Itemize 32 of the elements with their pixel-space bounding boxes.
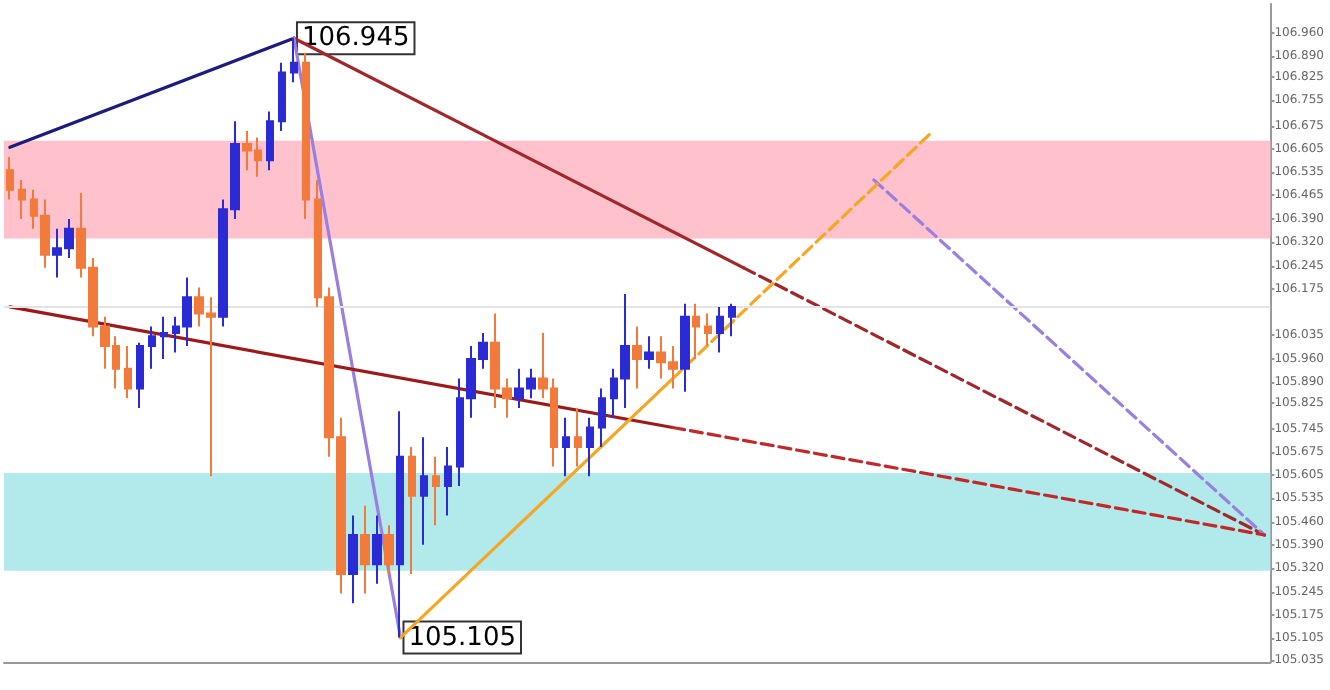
candlestick: [160, 315, 168, 361]
candlestick: [396, 410, 404, 639]
candlestick: [562, 416, 570, 478]
candlestick: [420, 436, 428, 546]
annotation: 105.105: [408, 622, 517, 653]
candlestick: [574, 406, 582, 468]
candlestick: [348, 514, 358, 605]
candlestick: [716, 305, 724, 354]
candlestick: [278, 61, 286, 133]
candlestick: [360, 504, 370, 595]
candlestick: [598, 387, 606, 449]
candlestick: [432, 455, 440, 527]
candlestick: [18, 178, 26, 220]
candlestick: [644, 335, 654, 370]
candlestick: [266, 110, 274, 172]
candlestick: [6, 156, 14, 201]
candlestick: [632, 325, 642, 390]
candlestick: [124, 345, 132, 400]
candlestick: [444, 446, 452, 517]
candlestick: [692, 302, 700, 361]
candlestick: [290, 37, 298, 84]
candlestick: [136, 341, 144, 409]
candlestick: [704, 312, 712, 348]
candlestick: [302, 51, 310, 220]
annotation: 106.945: [301, 23, 410, 54]
candlestick: [728, 302, 736, 338]
candlestick: [680, 302, 690, 393]
candlestick: [408, 446, 416, 576]
candlestick: [372, 514, 382, 585]
candlestick: [148, 325, 156, 370]
candlestick: [586, 416, 594, 478]
candlestick: [384, 524, 394, 576]
